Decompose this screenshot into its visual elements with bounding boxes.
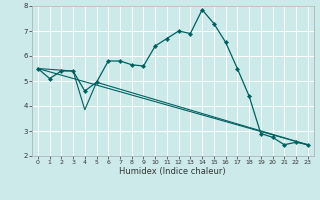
X-axis label: Humidex (Indice chaleur): Humidex (Indice chaleur) bbox=[119, 167, 226, 176]
